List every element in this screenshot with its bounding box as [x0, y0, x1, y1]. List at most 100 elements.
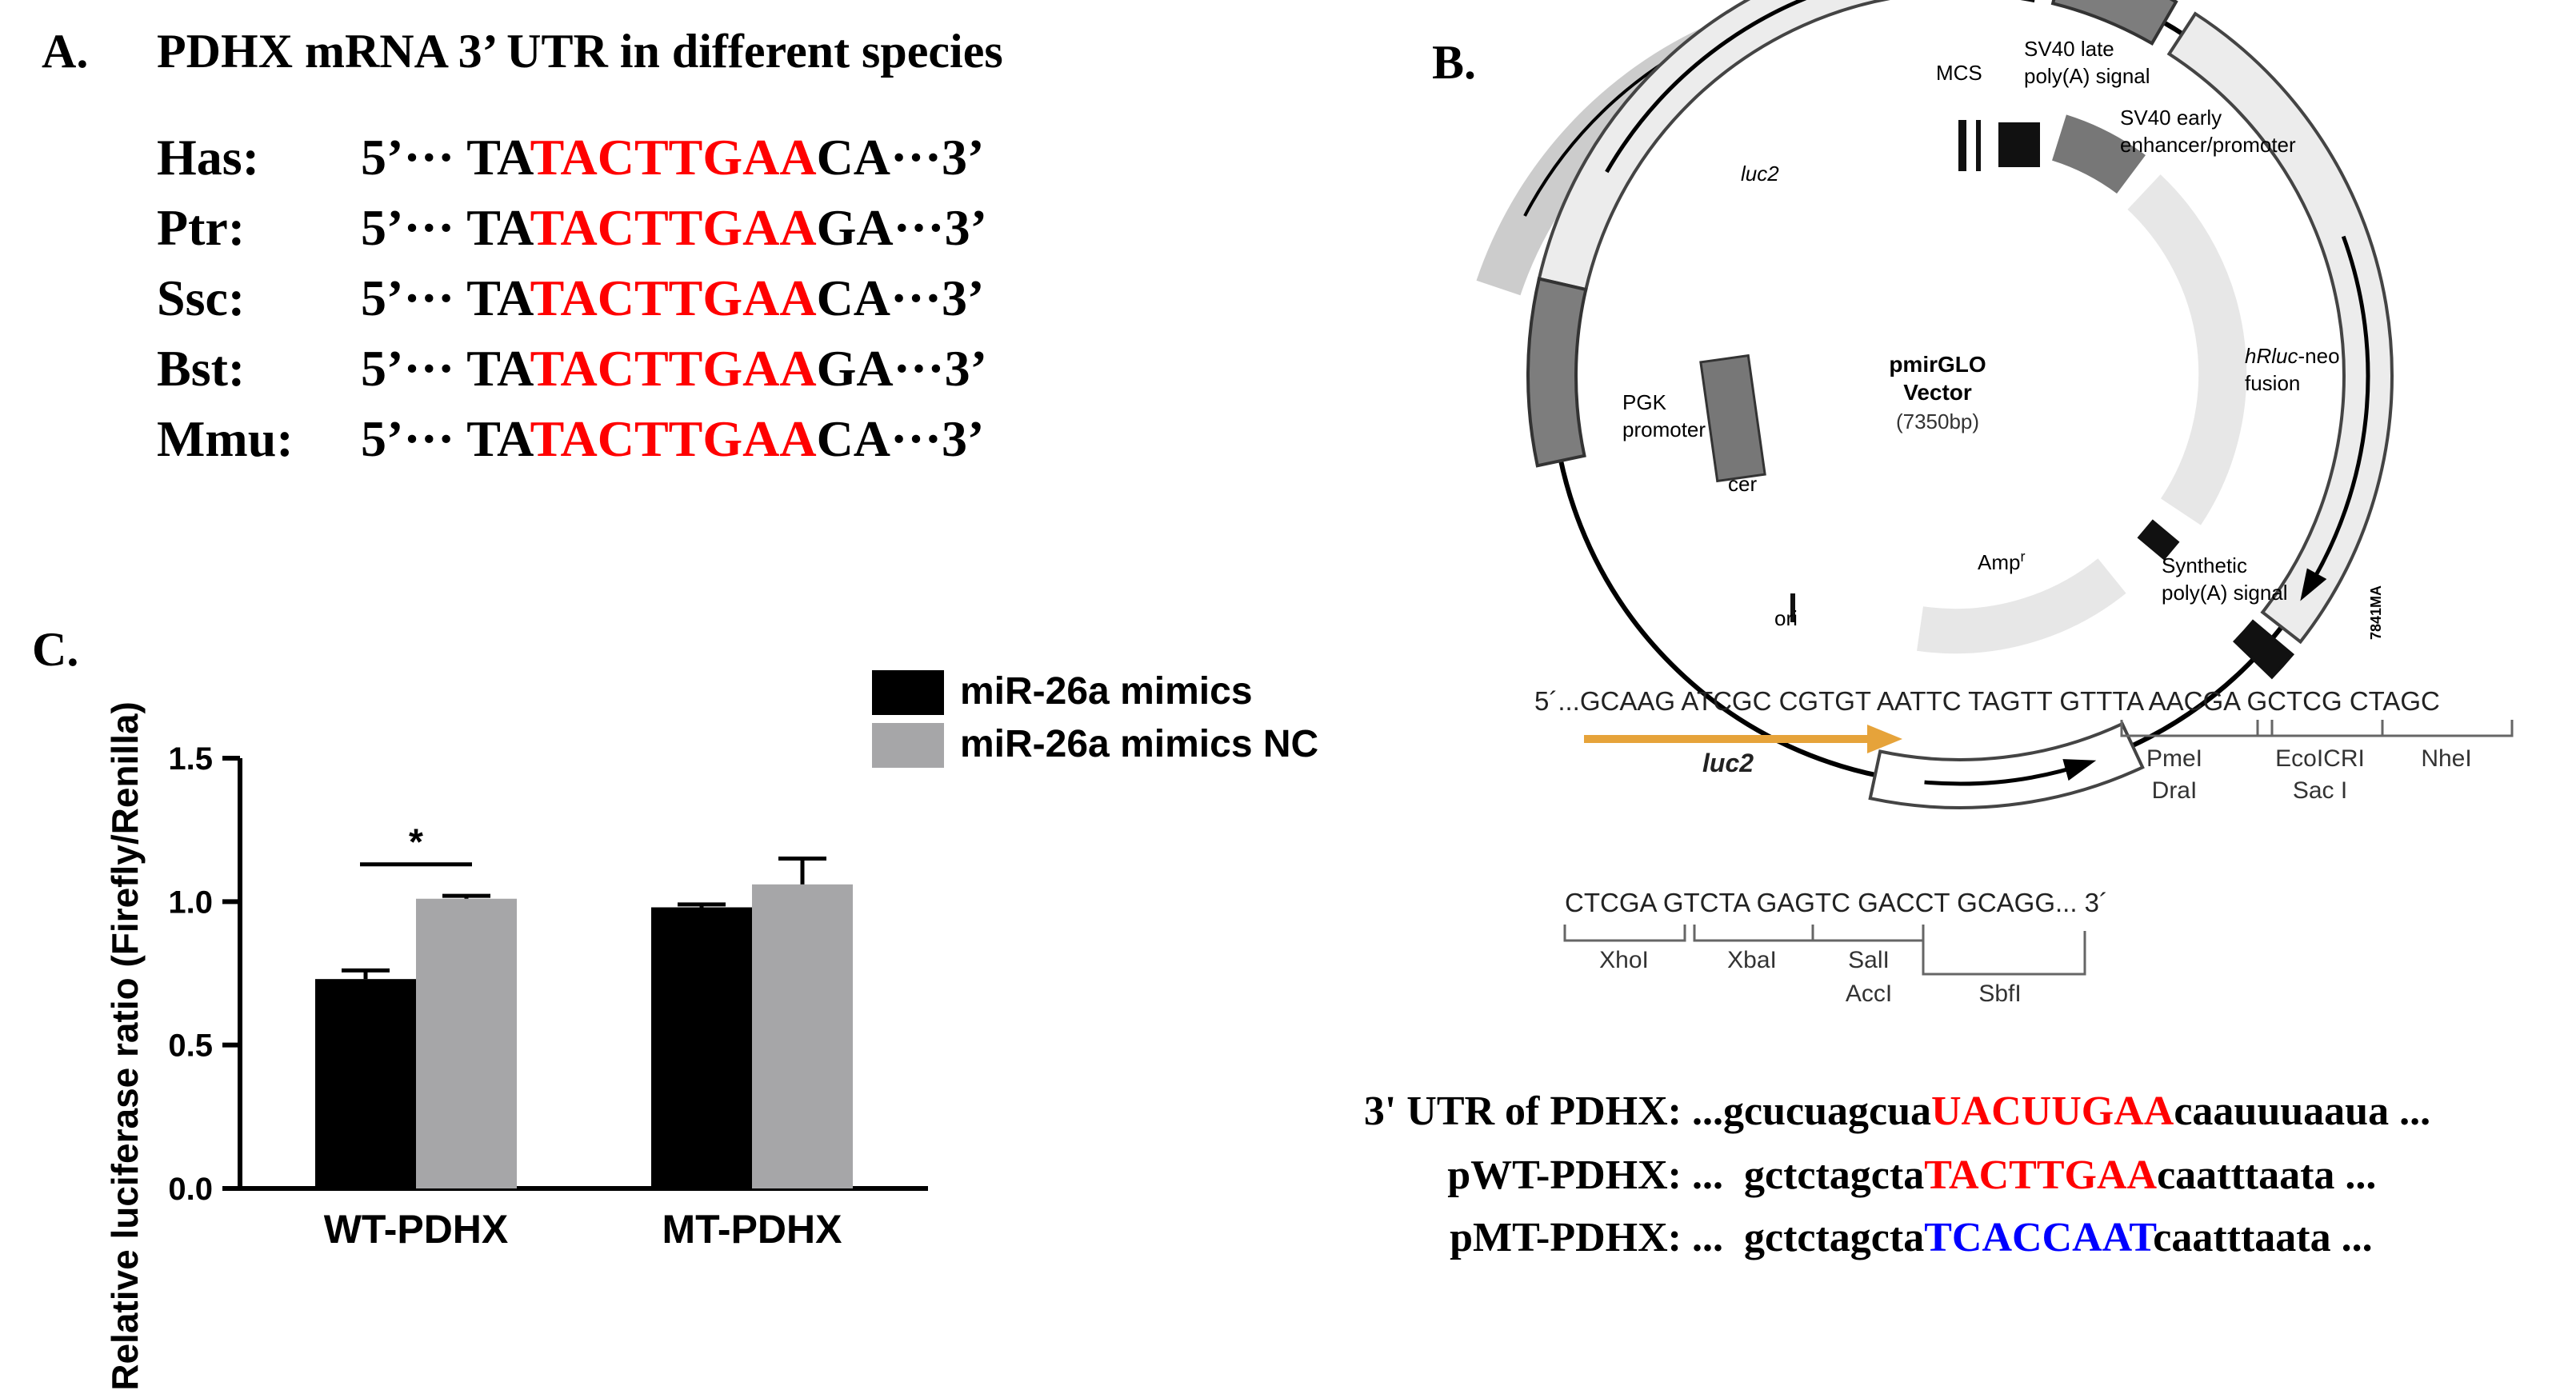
utr-suffix: caatttaata ...: [2157, 1152, 2377, 1198]
seed-motif: TACTTGAA: [530, 270, 817, 326]
legend-swatch: [872, 723, 944, 768]
bar-mt-pdhx-mimics: [651, 907, 752, 1188]
significance-marker: *: [409, 821, 423, 863]
utr-motif: UACUUGAA: [1931, 1088, 2174, 1134]
sequence-prefix: 5’··· TA: [361, 129, 530, 186]
seed-motif: TACTTGAA: [530, 340, 817, 397]
utr-motif: TCACCAAT: [1924, 1215, 2154, 1260]
sv40-early-label-2: enhancer/promoter: [2120, 133, 2296, 157]
sv40-late-band: [2020, 0, 2035, 3]
species-row: Mmu: 5’··· TATACTTGAACA···3’: [157, 409, 984, 473]
pgk-label-1: PGK: [1622, 390, 1667, 414]
seed-motif: TACTTGAA: [530, 410, 817, 467]
plasmid-name-2: Vector: [1903, 380, 1972, 405]
legend-label: miR-26a mimics NC: [960, 723, 1318, 765]
species-row: Ptr: 5’··· TATACTTGAAGA···3’: [157, 198, 987, 262]
luciferase-bar-chart: 0.0 0.5 1.0 1.5 WT-PDHX MT-PDHX * miR-26a mim…: [104, 670, 1318, 1391]
utr-suffix: caauuuaaua ...: [2174, 1088, 2431, 1134]
panel-a-title: PDHX mRNA 3’ UTR in different species: [157, 25, 1003, 78]
utr-prefix: ... gctctagcta: [1682, 1215, 1925, 1260]
sequence-prefix: 5’··· TA: [361, 270, 530, 326]
site-sbfi: SbfI: [1978, 981, 2021, 1007]
sequence-prefix: 5’··· TA: [361, 340, 530, 397]
utr-prefix: ...gcucuagcua: [1682, 1088, 1931, 1134]
site-sali: SalI: [1848, 947, 1890, 973]
panel-c-letter: C.: [32, 623, 79, 676]
sv40-early-block: [2051, 114, 2146, 194]
cer-label: cer: [1728, 472, 1757, 496]
utr-row-label: pMT-PDHX:: [1450, 1215, 1682, 1260]
utr-prefix: ... gctctagcta: [1682, 1152, 1925, 1198]
pgk-promoter-block: [1699, 353, 1766, 483]
luc2-label: luc2: [1741, 162, 1779, 186]
utr-motif: TACTTGAA: [1924, 1152, 2158, 1198]
site-acci: AccI: [1846, 981, 1892, 1007]
sv40-late-label-1: SV40 late: [2024, 37, 2114, 61]
sv40-late-label-2: poly(A) signal: [2024, 64, 2150, 88]
species-row: Bst: 5’··· TATACTTGAAGA···3’: [157, 339, 987, 403]
site-ecoicri: EcoICRI: [2275, 745, 2365, 772]
species-label: Bst:: [157, 340, 246, 397]
panel-b-letter: B.: [1432, 36, 1477, 89]
sequence-suffix: CA···3’: [816, 410, 985, 467]
synthetic-polya-block: [2137, 519, 2180, 561]
utr-suffix: caatttaata ...: [2153, 1215, 2373, 1260]
mcs-sequence-line-2: CTCGA GTCTA GAGTC GACCT GCAGG... 3´: [1565, 888, 2108, 917]
bar-mt-pdhx-mimics-nc: [752, 884, 853, 1188]
plasmid-name-1: pmirGLO: [1889, 352, 1986, 377]
synthetic-polya-band: [2233, 619, 2295, 680]
y-tick-label: 0.0: [168, 1172, 213, 1207]
utr-row-label: 3' UTR of PDHX:: [1363, 1088, 1682, 1134]
sequence-prefix: 5’··· TA: [361, 410, 530, 467]
figure-code: 7841MA: [2368, 585, 2384, 640]
seed-motif: TACTTGAA: [530, 199, 817, 256]
hrluc-direction-arrow-head: [2300, 568, 2327, 601]
y-tick-label: 1.0: [168, 885, 213, 920]
species-label: Mmu:: [157, 410, 294, 467]
hrluc-band: [2166, 11, 2394, 645]
species-label: Ssc:: [157, 270, 246, 326]
hrluc-neo-arc: [2127, 174, 2247, 525]
species-label: Has:: [157, 129, 259, 186]
y-tick-label: 1.5: [168, 741, 213, 777]
hrluc-label-2: fusion: [2245, 371, 2300, 395]
plasmid-size: (7350bp): [1896, 409, 1979, 433]
seed-motif: TACTTGAA: [530, 129, 817, 186]
site-xbai: XbaI: [1727, 947, 1777, 973]
hrluc-label-1: hRluc-neo: [2245, 344, 2340, 368]
site-drai: DraI: [2152, 777, 2198, 804]
site-pmei: PmeI: [2146, 745, 2202, 772]
hrluc-direction-arrow: [2304, 235, 2370, 593]
mcs-marker: [1958, 120, 1966, 171]
luc2-arrow-label: luc2: [1702, 749, 1754, 777]
legend-label: miR-26a mimics: [960, 670, 1253, 713]
utr-row-sequence: ...gcucuagcuaUACUUGAAcaauuuaaua ...: [1682, 1088, 2430, 1135]
site-xhoi: XhoI: [1599, 947, 1649, 973]
panel-a-letter: A.: [42, 25, 89, 78]
synthetic-polya-label-2: poly(A) signal: [2162, 581, 2288, 605]
bar-wt-pdhx-mimics-nc: [416, 898, 517, 1188]
sequence-suffix: CA···3’: [816, 270, 985, 326]
x-category-label: WT-PDHX: [324, 1207, 509, 1252]
species-label: Ptr:: [157, 199, 246, 256]
y-axis-label: Relative luciferase ratio (Firefly/Renil…: [104, 701, 146, 1391]
mcs-label: MCS: [1936, 61, 1982, 85]
ori-label: ori: [1774, 606, 1798, 630]
amp-arc: [1917, 557, 2126, 654]
luc2-band: [1537, 0, 1891, 292]
luc2-arrow-head: [1867, 725, 1902, 753]
site-saci: Sac I: [2293, 777, 2347, 804]
utr-row-label: pWT-PDHX:: [1447, 1152, 1682, 1198]
site-nhei: NheI: [2421, 745, 2471, 772]
amp-band: [1868, 721, 2145, 809]
ori-marker: [1790, 593, 1795, 622]
sv40-late-block: [1998, 122, 2040, 167]
mcs-sequence-line-1: 5´...GCAAG ATCGC CGTGT AATTC TAGTT GTTTA…: [1534, 686, 2440, 716]
legend-swatch: [872, 670, 944, 715]
pgk-label-2: promoter: [1622, 417, 1706, 441]
utr-row-sequence: ... gctctagctaTACTTGAAcaatttaata ...: [1682, 1152, 2376, 1199]
sequence-prefix: 5’··· TA: [361, 199, 530, 256]
amp-direction-arrow-head: [2062, 759, 2097, 781]
sequence-suffix: GA···3’: [816, 199, 987, 256]
sequence-suffix: CA···3’: [816, 129, 985, 186]
